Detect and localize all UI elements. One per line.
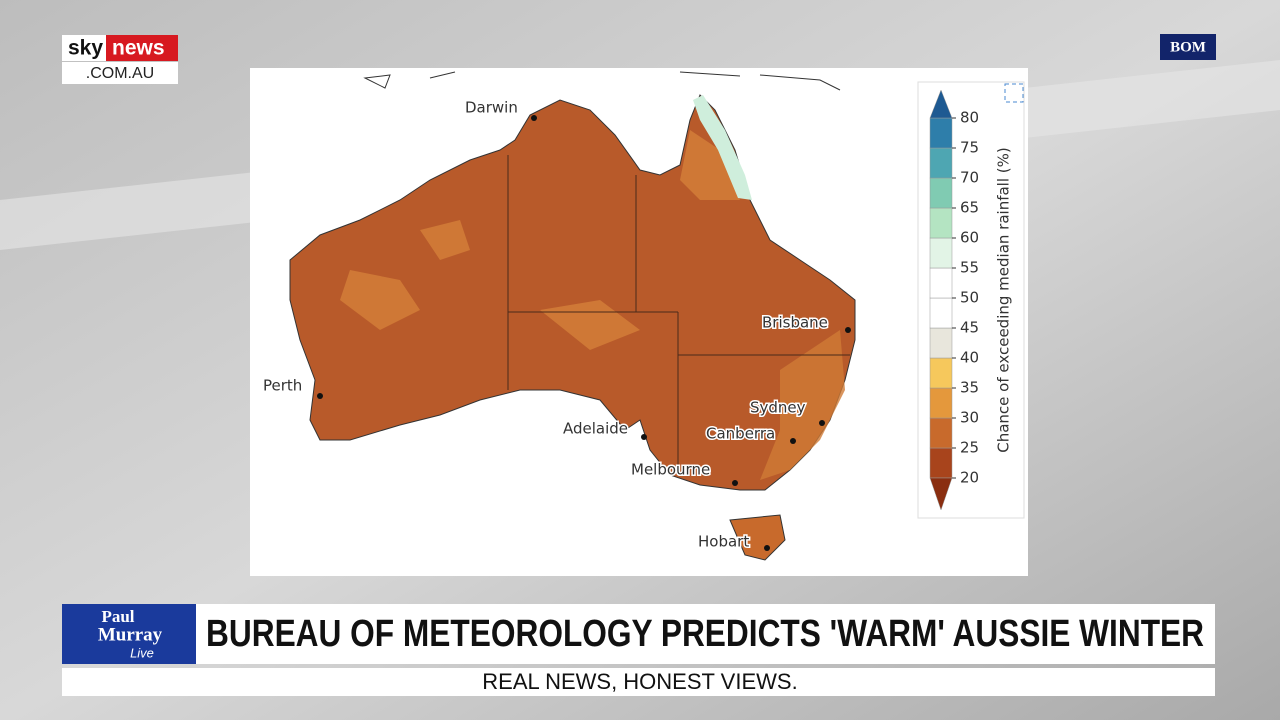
city-label: Sydney — [750, 399, 806, 417]
city-labels: Darwin Brisbane Perth Sydney Adelaide Canberr… — [262, 97, 851, 552]
colorbar-extend-high — [929, 89, 953, 119]
logo-sky: sky — [68, 37, 103, 60]
colorbar-bin — [929, 417, 953, 449]
colorbar-extend-low — [929, 477, 953, 511]
logo-bottom — [62, 62, 178, 84]
logo-domain: .COM.AU — [86, 65, 154, 82]
colorbar-bin — [929, 117, 953, 149]
city-label: Adelaide — [563, 420, 628, 438]
colorbar-bin — [929, 237, 953, 269]
colorbar-tick-label: 20 — [960, 469, 979, 487]
city-label: Perth — [263, 377, 302, 395]
city-dot — [764, 545, 770, 551]
colorbar-tick-label: 45 — [960, 319, 979, 337]
colorbar-tick-label: 65 — [960, 199, 979, 217]
islands — [363, 71, 841, 91]
state-borders — [507, 155, 850, 470]
colorbar-tick-label: 60 — [960, 229, 979, 247]
colorbar-bin — [929, 387, 953, 419]
colorbar-tick-label: 70 — [960, 169, 979, 187]
colorbar-bin — [929, 267, 953, 299]
tagline-bar — [62, 668, 1215, 696]
colorbar-bin — [929, 447, 953, 479]
colorbar-tick-label: 25 — [960, 439, 979, 457]
expand-icon[interactable] — [1004, 83, 1024, 103]
show-line2: Murray — [98, 624, 163, 645]
city-label: Melbourne — [631, 461, 710, 479]
city-dot — [641, 434, 647, 440]
city-dot — [845, 327, 851, 333]
sky-news-logo: sky news .COM.AU — [62, 35, 178, 84]
colorbar-bin — [929, 357, 953, 389]
australia-map — [289, 71, 856, 561]
colorbar-tick-label: 30 — [960, 409, 979, 427]
headline: BUREAU OF METEOROLOGY PREDICTS 'WARM' AU… — [206, 613, 1204, 655]
colorbar-tick-label: 80 — [960, 109, 979, 127]
city-dot — [531, 115, 537, 121]
show-line1: Paul — [101, 607, 134, 626]
colorbar-bin — [929, 177, 953, 209]
colorbar-bin — [929, 147, 953, 179]
borders — [507, 155, 850, 470]
colorbar: 20 25 30 35 40 45 50 55 60 65 70 75 80 — [929, 89, 979, 511]
city-label: Hobart — [698, 533, 749, 551]
tasmania — [729, 514, 786, 561]
headline-bar — [196, 604, 1215, 664]
colorbar-label: Chance of exceeding median rainfall (%) — [995, 147, 1013, 452]
map-lighter-areas — [340, 130, 740, 350]
colorbar-bin — [929, 207, 953, 239]
city-label: Darwin — [465, 99, 518, 117]
logo-red — [106, 35, 178, 61]
bom-text: BOM — [1170, 39, 1206, 55]
colorbar-bin — [929, 327, 953, 359]
city-dot — [317, 393, 323, 399]
colorbar-tick-label: 75 — [960, 139, 979, 157]
colorbar-tick-label: 35 — [960, 379, 979, 397]
city-dot — [819, 420, 825, 426]
map-cape-york-wet — [693, 95, 752, 200]
city-dot — [790, 438, 796, 444]
logo-news: news — [112, 37, 165, 60]
map-east-coast — [760, 330, 845, 480]
city-label: Brisbane — [762, 314, 828, 332]
colorbar-tick-label: 40 — [960, 349, 979, 367]
colorbar-bin — [929, 297, 953, 329]
bom-badge — [1160, 34, 1216, 60]
colorbar-tick-label: 55 — [960, 259, 979, 277]
tagline: REAL NEWS, HONEST VIEWS. — [482, 669, 797, 694]
city-dot — [732, 480, 738, 486]
show-logo — [62, 604, 196, 664]
city-label: Canberra — [706, 425, 775, 443]
show-line3: Live — [130, 645, 154, 660]
colorbar-tick-label: 50 — [960, 289, 979, 307]
